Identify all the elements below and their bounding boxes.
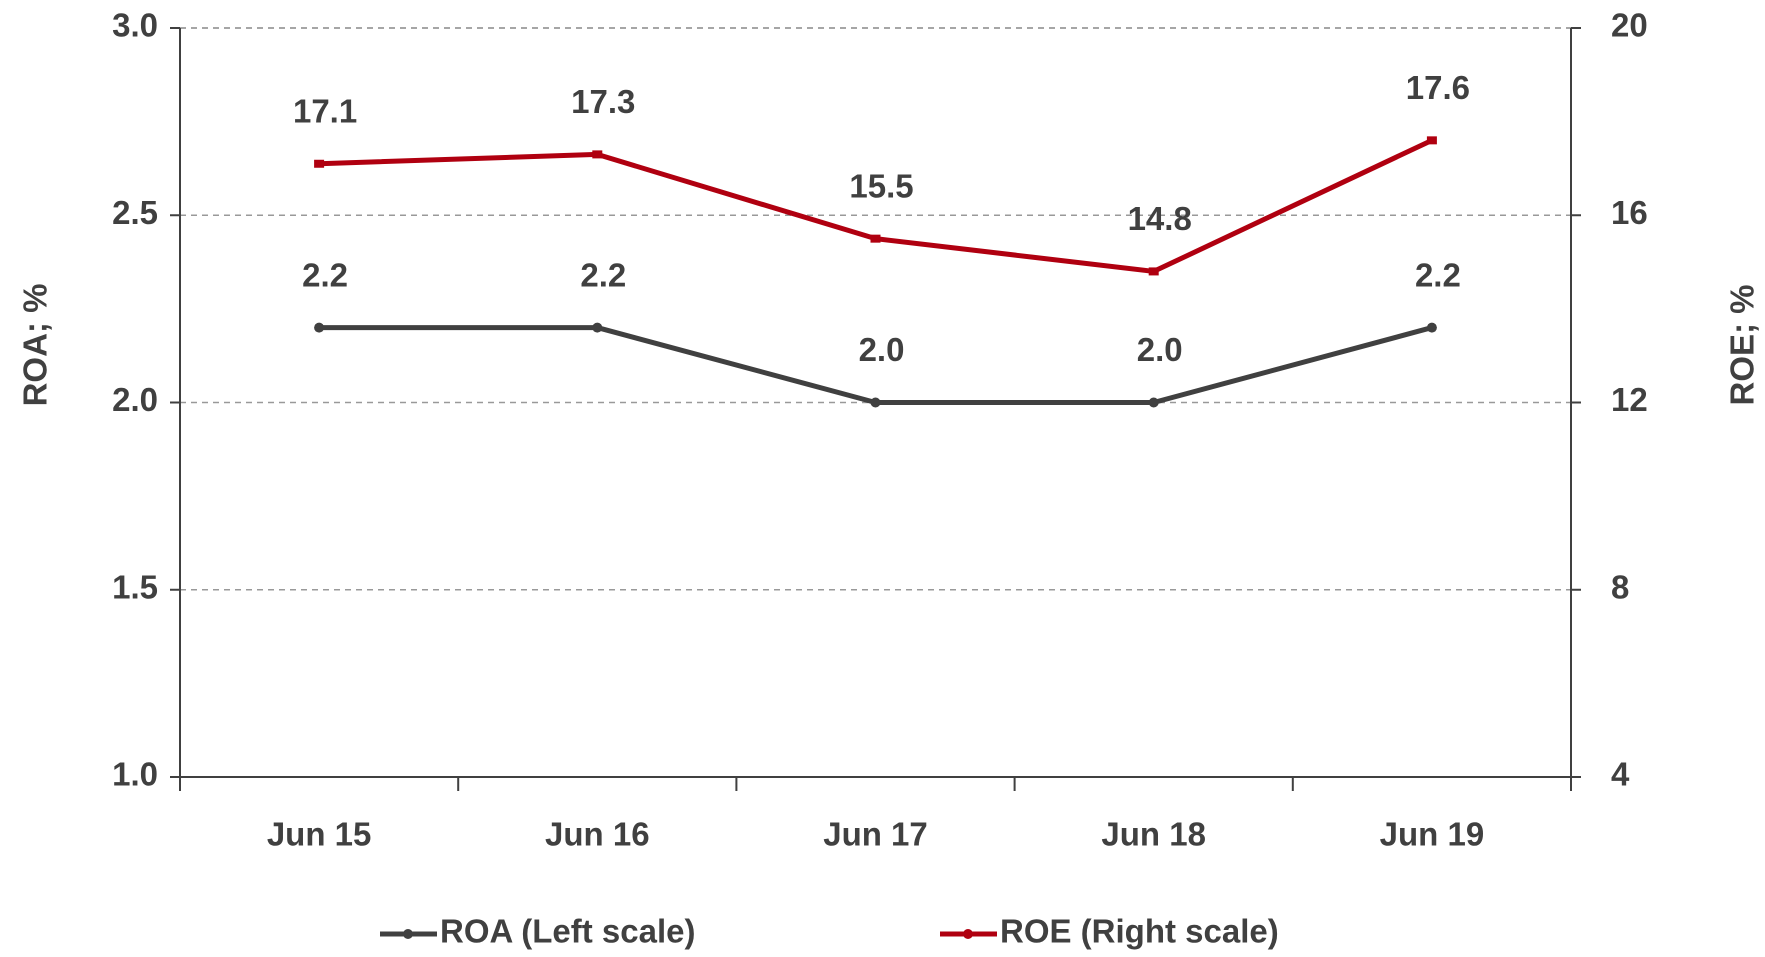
data-label: 2.2	[580, 256, 626, 293]
y-tick-label: 1.5	[112, 568, 158, 605]
point	[1148, 397, 1159, 408]
point	[1426, 136, 1437, 145]
y2-tick-label: 12	[1611, 381, 1648, 418]
y-tick-label: 2.0	[112, 381, 158, 418]
y-axis-title: ROA; %	[17, 284, 54, 407]
x-tick-label: Jun 18	[1101, 816, 1206, 853]
point	[1148, 267, 1159, 276]
data-label: 2.0	[1137, 331, 1183, 368]
point	[870, 234, 881, 243]
data-label: 17.6	[1406, 69, 1470, 106]
point	[592, 150, 603, 159]
series-line	[319, 138, 1433, 274]
y2-tick-label: 4	[1611, 756, 1630, 793]
y-tick-label: 1.0	[112, 756, 158, 793]
y2-tick-label: 8	[1611, 568, 1629, 605]
legend-marker	[963, 929, 973, 939]
x-tick-label: Jun 17	[823, 816, 928, 853]
point	[870, 397, 881, 408]
data-label: 2.2	[1415, 256, 1461, 293]
x-tick-label: Jun 15	[267, 816, 372, 853]
x-tick-label: Jun 19	[1380, 816, 1485, 853]
data-label: 17.3	[571, 83, 635, 120]
y2-axis-title: ROE; %	[1724, 284, 1761, 405]
y-tick-label: 2.5	[112, 194, 158, 231]
data-label: 15.5	[849, 167, 913, 204]
point	[314, 159, 325, 168]
y2-tick-label: 16	[1611, 194, 1648, 231]
y2-tick-label: 20	[1611, 7, 1648, 44]
data-label: 2.0	[859, 331, 905, 368]
data-label: 14.8	[1128, 200, 1192, 237]
data-label: 17.1	[293, 92, 357, 129]
y-tick-label: 3.0	[112, 7, 158, 44]
point	[1426, 322, 1437, 333]
legend-marker	[403, 929, 413, 939]
x-tick-label: Jun 16	[545, 816, 650, 853]
point	[592, 322, 603, 333]
legend-label: ROA (Left scale)	[440, 913, 696, 950]
legend-label: ROE (Right scale)	[1000, 913, 1279, 950]
point	[314, 322, 325, 333]
data-label: 2.2	[302, 256, 348, 293]
